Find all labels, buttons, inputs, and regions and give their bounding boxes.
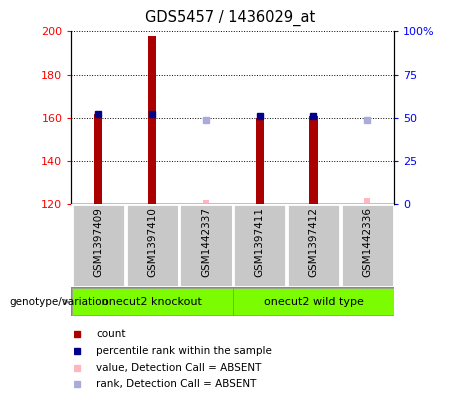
Text: onecut2 knockout: onecut2 knockout <box>102 297 202 307</box>
Text: GSM1397409: GSM1397409 <box>93 207 103 277</box>
FancyArrowPatch shape <box>64 299 68 304</box>
Bar <box>233 288 394 315</box>
Bar <box>287 204 340 287</box>
Text: count: count <box>96 329 125 339</box>
Bar <box>341 204 394 287</box>
Bar <box>125 204 179 287</box>
Bar <box>95 114 102 204</box>
Bar <box>364 198 371 204</box>
Text: rank, Detection Call = ABSENT: rank, Detection Call = ABSENT <box>96 379 256 389</box>
Text: onecut2 wild type: onecut2 wild type <box>264 297 363 307</box>
Bar <box>72 204 125 287</box>
Text: GSM1442337: GSM1442337 <box>201 207 211 277</box>
Text: genotype/variation: genotype/variation <box>9 297 108 307</box>
Bar <box>148 36 156 204</box>
Bar <box>179 204 232 287</box>
Text: GSM1397411: GSM1397411 <box>254 207 265 277</box>
Text: percentile rank within the sample: percentile rank within the sample <box>96 346 272 356</box>
Bar <box>203 200 209 204</box>
Text: GDS5457 / 1436029_at: GDS5457 / 1436029_at <box>145 10 316 26</box>
Text: value, Detection Call = ABSENT: value, Detection Call = ABSENT <box>96 363 261 373</box>
Bar <box>233 204 286 287</box>
Bar <box>256 118 264 204</box>
Text: GSM1397412: GSM1397412 <box>308 207 319 277</box>
Text: GSM1397410: GSM1397410 <box>147 207 157 277</box>
Text: GSM1442336: GSM1442336 <box>362 207 372 277</box>
Bar <box>72 288 232 315</box>
Bar <box>309 116 318 204</box>
